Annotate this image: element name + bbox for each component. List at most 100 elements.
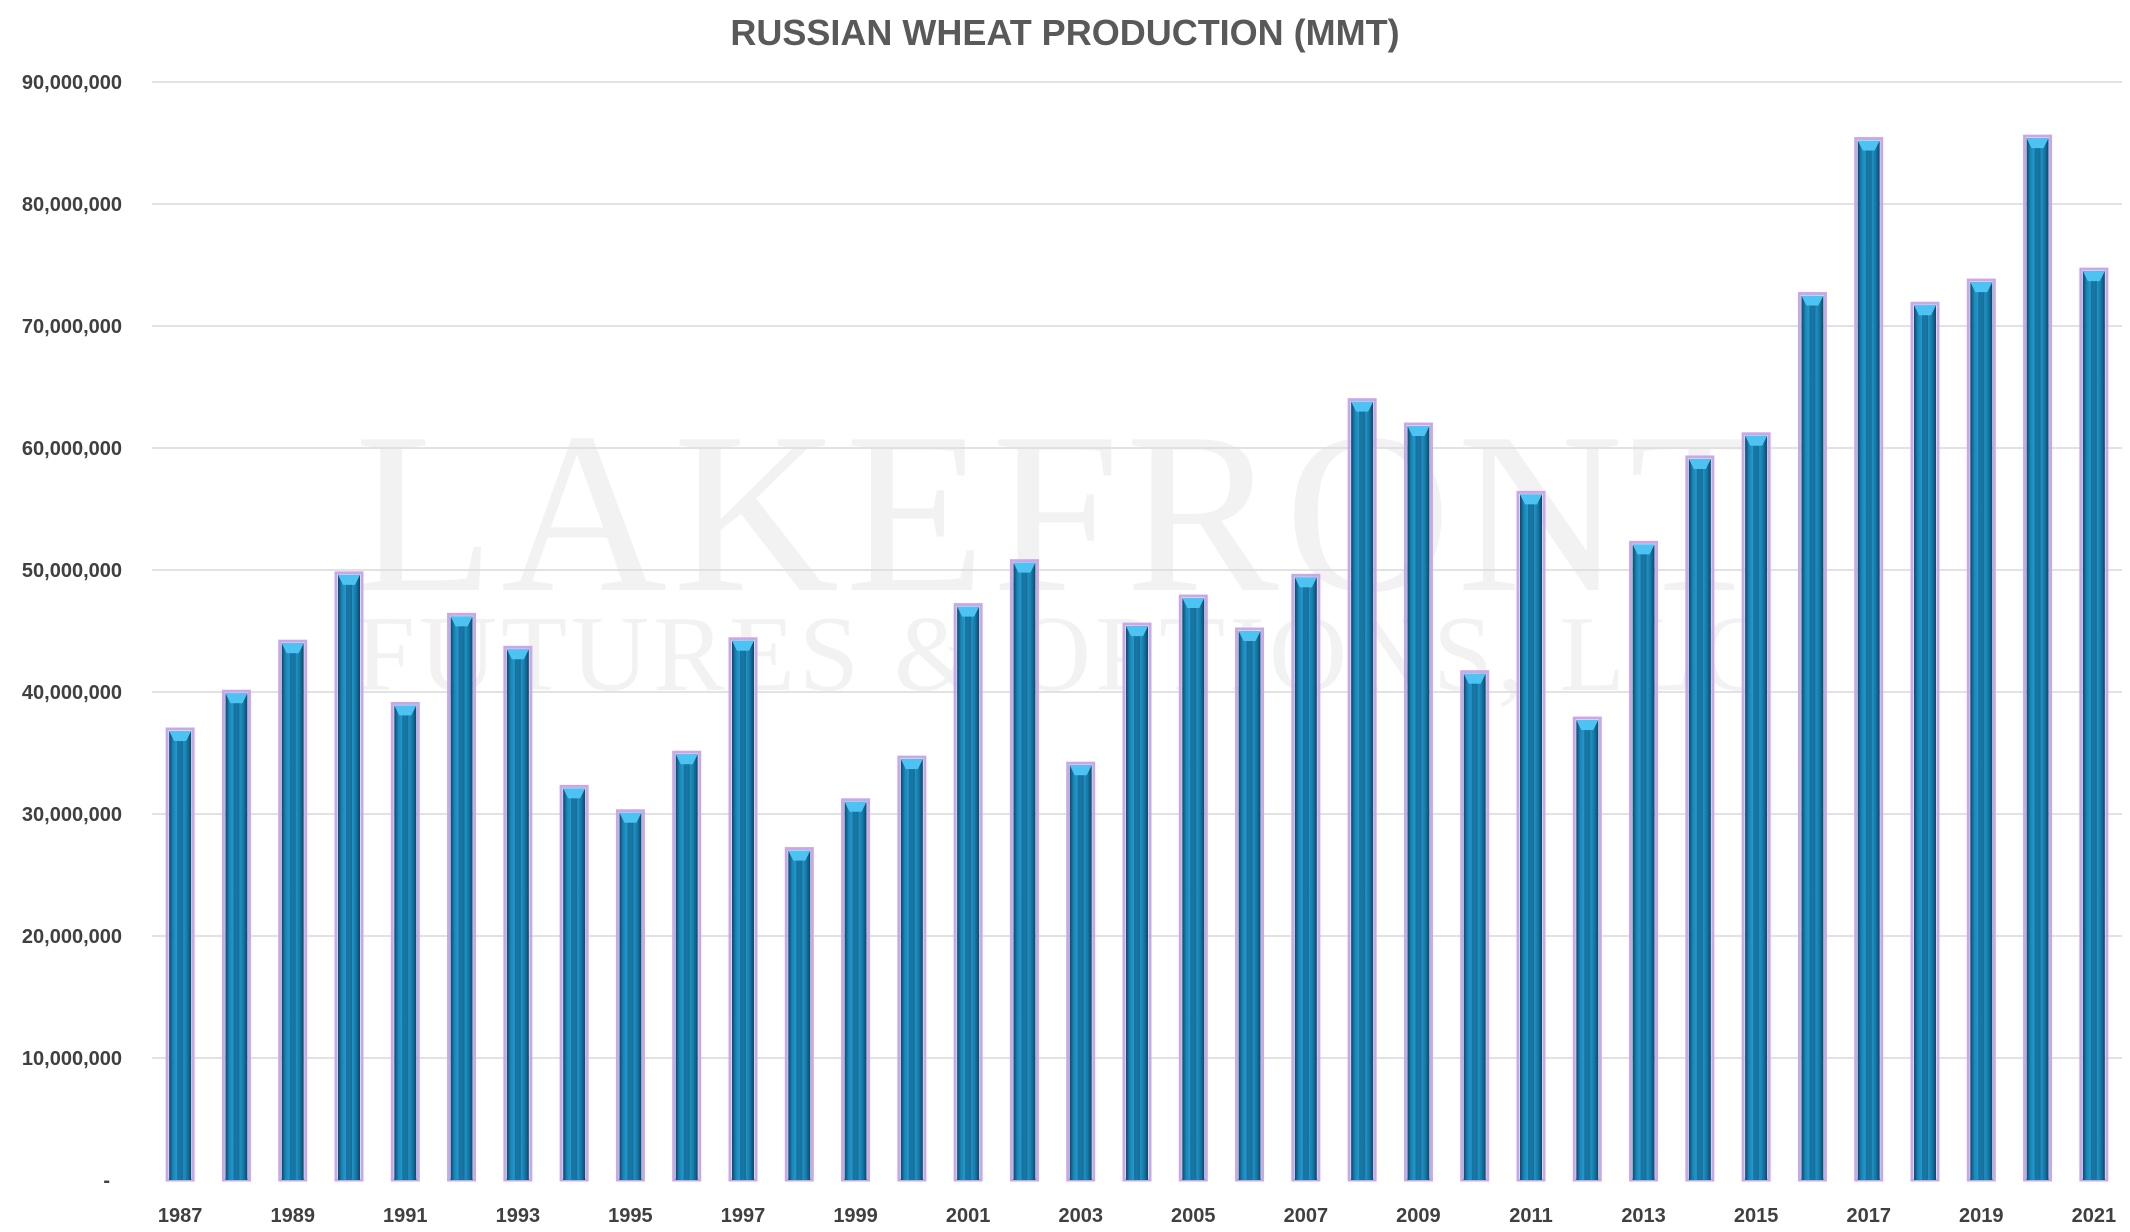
bar-shade [514,659,521,1180]
bar [953,603,983,1182]
bar-cap [281,643,304,654]
y-tick-label: 30,000,000 [22,804,122,826]
bar [1460,670,1490,1182]
y-axis: - 10,000,000 20,000,000 30,000,000 40,000,00… [22,72,122,1192]
bar-shade [1696,468,1703,1181]
bar [1516,490,1546,1182]
y-tick-label: 90,000,000 [22,72,122,94]
bar [559,784,589,1182]
bar-shade [402,715,409,1180]
bar [2023,134,2053,1182]
bar [1572,716,1602,1182]
bar [841,798,871,1182]
x-tick-label: 1995 [608,1205,653,1227]
bar [503,645,533,1182]
bar [784,847,814,1182]
x-tick-label: 1997 [721,1205,766,1227]
bar-shade [177,741,184,1180]
bar-shade [965,616,972,1180]
bar-cap [1407,426,1430,437]
bar [221,689,251,1182]
bar-cap [1745,435,1768,446]
bar [1066,761,1096,1182]
bar-shade [1865,150,1872,1180]
bar [1403,422,1433,1182]
bar [1122,622,1152,1182]
bar-cap [1294,577,1317,588]
bar [1178,594,1208,1182]
bar [165,727,195,1182]
bar-cap [1914,305,1936,316]
bar-shade [683,764,690,1180]
bar-cap [563,788,586,799]
bar [2079,267,2109,1182]
bar-shade [1809,305,1816,1180]
x-tick-label: 2003 [1058,1205,1103,1227]
bar-shade [1302,587,1309,1180]
bar-shade [1922,315,1928,1180]
bar-cap [1238,631,1261,641]
y-tick-label: 10,000,000 [22,1048,122,1070]
bar-cap [1801,295,1824,306]
chart-title: RUSSIAN WHEAT PRODUCTION (MMT) [730,12,1399,53]
bar-cap [1576,720,1599,731]
x-tick-label: 2001 [946,1205,991,1227]
bar-cap [957,606,980,617]
y-tick-label: - [103,1170,110,1192]
bar-cap [1632,544,1655,555]
bar-cap [1970,282,1993,293]
watermark: LAKEFRONT FUTURES & OPTIONS, LLC [354,385,1771,714]
bar-cap [788,850,811,861]
bar-shade [1021,572,1028,1180]
bar-cap [1013,562,1036,573]
bar [672,750,702,1182]
bar [897,755,927,1182]
bar [1685,455,1715,1182]
bar-cap [338,574,360,585]
bar-shade [1359,411,1366,1180]
bar-cap [844,801,867,812]
bar-shade [796,860,803,1180]
bar [1009,559,1039,1182]
bar-cap [675,754,698,765]
bar [390,701,420,1182]
bar-cap [394,705,417,716]
y-tick-label: 50,000,000 [22,560,122,582]
x-tick-label: 2019 [1959,1205,2004,1227]
bar [1235,627,1265,1182]
x-tick-label: 2021 [2072,1205,2117,1227]
bar-shade [852,811,859,1180]
bar-shade [1528,504,1534,1180]
bar-cap [1857,140,1880,151]
bar-cap [1351,401,1374,412]
bar-cap [1463,673,1486,684]
bar-shade [1978,292,1985,1181]
bar-shade [2090,281,2097,1181]
bar-cap [619,812,642,823]
bar-shade [908,769,915,1180]
bar-cap [2082,271,2105,282]
bar [334,571,364,1182]
x-tick-label: 1989 [270,1205,315,1227]
x-tick-label: 1991 [383,1205,428,1227]
bar-shade [1471,683,1478,1180]
bar-cap [900,759,923,770]
x-tick-label: 1993 [496,1205,541,1227]
x-tick-label: 1999 [833,1205,878,1227]
x-tick-label: 1987 [158,1205,203,1227]
bar [1347,398,1377,1182]
bar-shade [1415,436,1422,1180]
bar [1629,540,1659,1182]
bar [1910,301,1940,1182]
x-tick-label: 2009 [1396,1205,1441,1227]
y-tick-label: 70,000,000 [22,316,122,338]
bar-cap [1182,598,1205,609]
bar-cap [2026,138,2049,149]
bar-cap [169,731,192,742]
x-tick-label: 2007 [1284,1205,1329,1227]
bar-shade [2034,148,2041,1180]
bar-cap [1126,626,1148,637]
y-tick-label: 40,000,000 [22,682,122,704]
bar [1797,292,1827,1182]
bar [1854,137,1884,1182]
